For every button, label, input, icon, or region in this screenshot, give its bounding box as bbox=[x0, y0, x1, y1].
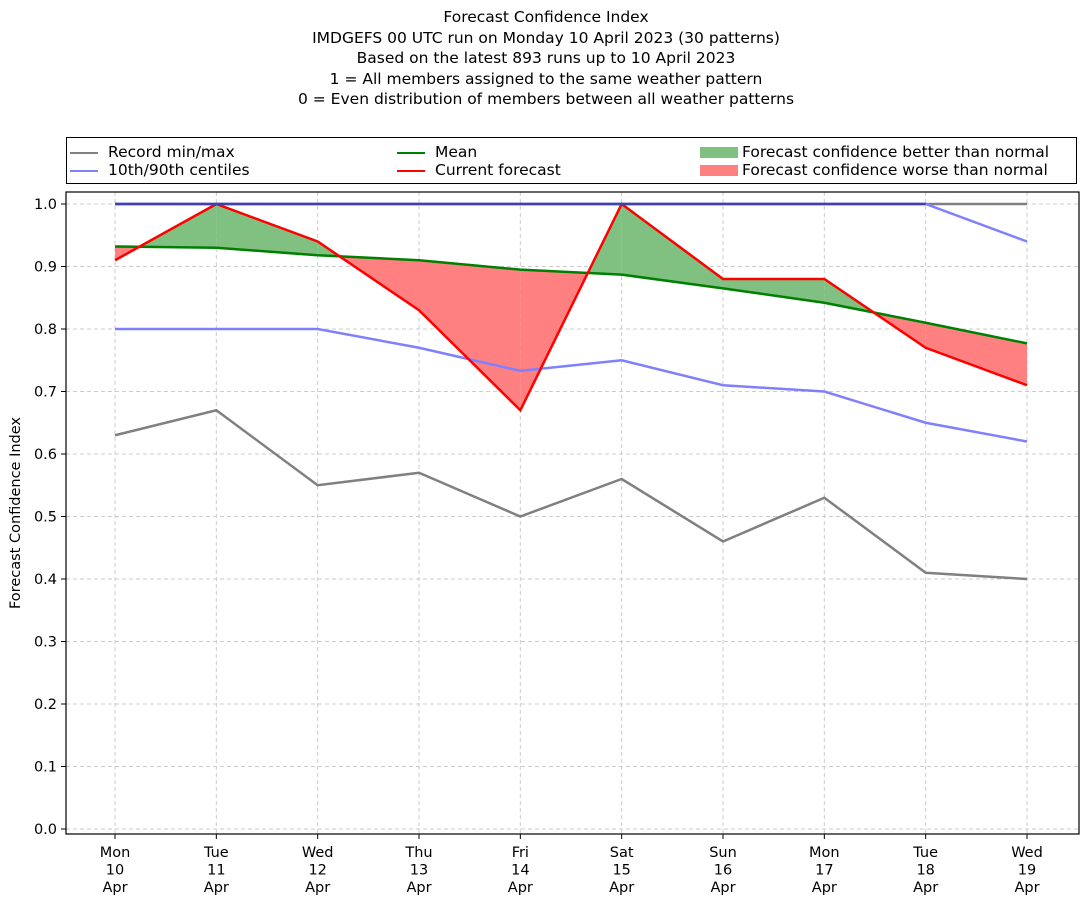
x-tick-label-line: Wed bbox=[1011, 845, 1043, 861]
title-line-2: IMDGEFS 00 UTC run on Monday 10 April 20… bbox=[312, 28, 780, 47]
y-axis: 0.0 0.1 0.2 0.3 0.4 0.5 0.6 0.7 0.8 0.9 1.0 bbox=[34, 197, 66, 838]
legend-label-record: Record min/max bbox=[108, 143, 235, 161]
x-tick-label-line: Apr bbox=[913, 880, 938, 896]
x-tick-label-line: Mon bbox=[809, 845, 840, 861]
title-line-1: Forecast Confidence Index bbox=[443, 8, 649, 26]
x-tick-label-line: Apr bbox=[1014, 880, 1039, 896]
legend-swatch-centiles bbox=[70, 170, 98, 172]
title-line-4: 1 = All members assigned to the same wea… bbox=[329, 69, 763, 88]
legend-swatch-mean bbox=[397, 152, 425, 154]
x-tick-label-line: Tue bbox=[203, 845, 229, 861]
series-lines bbox=[114, 202, 1028, 581]
x-tick-label-line: 17 bbox=[815, 863, 833, 879]
legend-label-better: Forecast confidence better than normal bbox=[742, 143, 1050, 161]
x-tick-label-line: 12 bbox=[308, 863, 326, 879]
y-tick-label: 1.0 bbox=[34, 197, 57, 213]
fill-better-than-normal bbox=[723, 279, 825, 303]
x-tick-label-line: Mon bbox=[100, 845, 131, 861]
y-tick-label: 0.5 bbox=[34, 510, 57, 526]
x-tick-label-line: 14 bbox=[511, 863, 529, 879]
x-tick-label-line: Thu bbox=[404, 845, 432, 861]
x-tick-label: Wed 19 Apr bbox=[1011, 845, 1043, 896]
legend-swatch-worse bbox=[700, 165, 738, 176]
legend-swatch-current bbox=[397, 170, 425, 172]
x-tick-label: Sat 15 Apr bbox=[609, 845, 634, 896]
x-tick-label-line: 13 bbox=[410, 863, 428, 879]
x-tick-label-line: 15 bbox=[612, 863, 630, 879]
legend-label-mean: Mean bbox=[435, 143, 478, 161]
x-tick-label-line: Apr bbox=[204, 880, 229, 896]
x-tick-label-line: Apr bbox=[609, 880, 634, 896]
x-tick-label-line: Tue bbox=[912, 845, 938, 861]
x-tick-label: Mon 17 Apr bbox=[809, 845, 840, 896]
x-tick-label: Mon 10 Apr bbox=[100, 845, 131, 896]
x-tick-label-line: Apr bbox=[102, 880, 127, 896]
x-tick-label-line: Sat bbox=[610, 845, 634, 861]
x-tick-label-line: 16 bbox=[714, 863, 732, 879]
x-tick-label-line: Wed bbox=[302, 845, 334, 861]
x-tick-label-line: 10 bbox=[106, 863, 124, 879]
title-line-3: Based on the latest 893 runs up to 10 Ap… bbox=[356, 49, 736, 67]
x-tick-label: Wed 12 Apr bbox=[302, 845, 334, 896]
legend-swatch-better bbox=[700, 147, 738, 158]
10th-centile-line bbox=[115, 327, 1028, 443]
fill-worse-than-normal bbox=[419, 260, 521, 411]
legend-label-current: Current forecast bbox=[435, 161, 561, 179]
x-tick-label-line: Apr bbox=[710, 880, 735, 896]
x-tick-label-line: Apr bbox=[508, 880, 533, 896]
legend-swatch-record bbox=[70, 152, 98, 154]
fill-better-than-normal bbox=[216, 204, 318, 256]
y-tick-label: 0.7 bbox=[34, 385, 57, 401]
y-axis-label: Forecast Confidence Index bbox=[8, 417, 24, 609]
title-line-5: 0 = Even distribution of members between… bbox=[297, 90, 795, 108]
axes-frame bbox=[65, 191, 1080, 835]
x-tick-label: Tue 11 Apr bbox=[203, 845, 229, 896]
x-tick-label-line: 18 bbox=[916, 863, 934, 879]
legend-label-worse: Forecast confidence worse than normal bbox=[742, 161, 1048, 179]
record-min-line bbox=[114, 408, 1028, 581]
x-tick-label: Sun 16 Apr bbox=[709, 845, 737, 896]
x-tick-label-line: 19 bbox=[1018, 863, 1036, 879]
fill-better-than-normal bbox=[621, 204, 723, 289]
x-tick-label: Thu 13 Apr bbox=[404, 845, 432, 896]
x-tick-label: Tue 18 Apr bbox=[912, 845, 938, 896]
y-tick-label: 0.6 bbox=[34, 447, 57, 463]
y-tick-label: 0.0 bbox=[34, 822, 57, 838]
legend: Record min/max 10th/90th centiles Mean C… bbox=[66, 137, 1077, 184]
x-tick-label-line: Apr bbox=[406, 880, 431, 896]
x-tick-label-line: Sun bbox=[709, 845, 737, 861]
x-tick-label-line: Apr bbox=[305, 880, 330, 896]
y-tick-label: 0.8 bbox=[34, 322, 57, 338]
current-forecast-line bbox=[114, 202, 1028, 413]
x-tick-label-line: Apr bbox=[812, 880, 837, 896]
x-tick-label-line: 11 bbox=[207, 863, 225, 879]
y-tick-label: 0.1 bbox=[34, 760, 57, 776]
x-tick-label: Fri 14 Apr bbox=[508, 845, 533, 896]
y-tick-label: 0.3 bbox=[34, 635, 57, 651]
x-tick-label-line: Fri bbox=[512, 845, 529, 861]
y-tick-label: 0.4 bbox=[34, 572, 57, 588]
y-tick-label: 0.9 bbox=[34, 260, 57, 276]
chart-title: Forecast Confidence Index IMDGEFS 00 UTC… bbox=[0, 7, 1092, 110]
legend-label-centiles: 10th/90th centiles bbox=[108, 161, 250, 179]
y-tick-label: 0.2 bbox=[34, 697, 57, 713]
